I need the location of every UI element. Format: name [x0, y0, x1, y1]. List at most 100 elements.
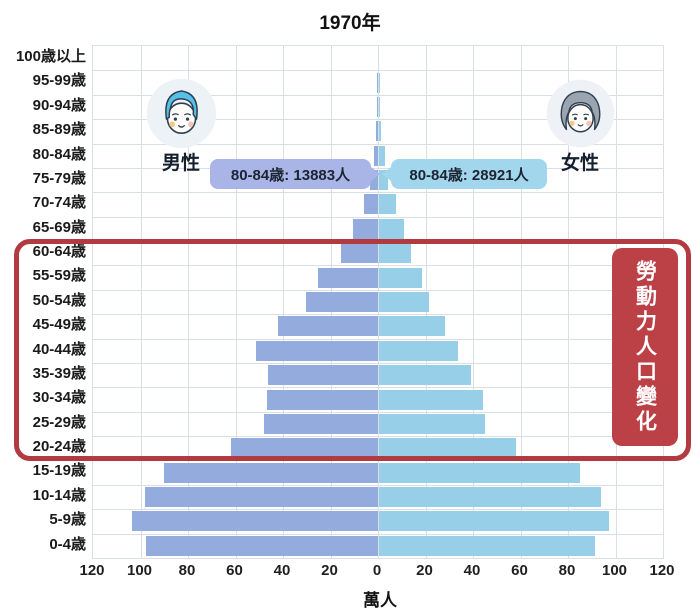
- female-bar-50-54歳[interactable]: [378, 292, 430, 312]
- x-axis-tick-1: 100: [126, 562, 153, 579]
- y-axis-label-60-64歳: 60-64歳: [32, 243, 86, 261]
- y-axis-label-95-99歳: 95-99歳: [32, 72, 86, 90]
- male-bar-10-14歳[interactable]: [144, 487, 378, 508]
- x-axis-tick-12: 120: [649, 562, 675, 579]
- horizontal-gridline: [93, 387, 663, 389]
- horizontal-gridline: [93, 484, 663, 486]
- x-axis-unit-label: 萬人: [363, 591, 397, 610]
- male-avatar-icon: [146, 78, 217, 149]
- horizontal-gridline: [93, 338, 663, 340]
- female-bar-5-9歳[interactable]: [378, 511, 609, 532]
- x-axis-tick-6: 0: [372, 562, 382, 579]
- y-axis-label-45-49歳: 45-49歳: [32, 316, 86, 334]
- y-axis-label-70-74歳: 70-74歳: [32, 194, 86, 212]
- female-bar-65-69歳[interactable]: [378, 218, 405, 239]
- male-tooltip: 80-84歳: 13883人: [210, 159, 380, 189]
- y-axis-label-5-9歳: 5-9歳: [49, 511, 86, 529]
- male-bar-30-34歳[interactable]: [267, 389, 378, 410]
- female-avatar-icon: [546, 79, 615, 148]
- y-axis-label-35-39歳: 35-39歳: [32, 364, 86, 382]
- x-axis-tick-7: 20: [416, 562, 433, 579]
- male-bar-60-64歳[interactable]: [340, 243, 378, 264]
- y-axis-label-75-79歳: 75-79歳: [32, 169, 86, 187]
- male-bar-40-44歳[interactable]: [256, 340, 378, 361]
- x-axis-tick-11: 100: [601, 562, 628, 579]
- y-axis-label-40-44歳: 40-44歳: [32, 340, 86, 358]
- male-tooltip-text: 80-84歳: 13883人: [230, 166, 351, 184]
- male-bar-15-19歳[interactable]: [163, 462, 378, 483]
- labor-force-annotation-label: 勞動力人口變化: [612, 248, 678, 446]
- horizontal-gridline: [93, 94, 663, 96]
- male-bar-50-54歳[interactable]: [306, 292, 378, 312]
- labor-force-highlight-box: [14, 239, 691, 461]
- x-axis-tick-4: 40: [273, 562, 291, 579]
- female-bar-10-14歳[interactable]: [378, 487, 601, 508]
- horizontal-gridline: [93, 119, 663, 121]
- y-axis-label-15-19歳: 15-19歳: [32, 462, 86, 480]
- x-axis-tick-5: 20: [321, 562, 338, 579]
- y-axis-label-65-69歳: 65-69歳: [32, 218, 86, 236]
- female-bar-55-59歳[interactable]: [378, 267, 423, 288]
- y-axis-label-100歳以上: 100歳以上: [15, 48, 86, 65]
- female-bar-85-89歳[interactable]: [378, 121, 382, 142]
- male-bar-85-89歳[interactable]: [376, 121, 378, 142]
- x-axis-tick-9: 60: [511, 562, 528, 579]
- y-axis-label-20-24歳: 20-24歳: [32, 438, 86, 456]
- y-axis-label-90-94歳: 90-94歳: [32, 96, 86, 114]
- female-bar-70-74歳[interactable]: [378, 194, 397, 215]
- horizontal-gridline: [93, 289, 663, 291]
- horizontal-gridline: [93, 362, 663, 364]
- vertical-gridline: [473, 46, 474, 558]
- female-tooltip: 80-84歳: 28921人: [382, 159, 547, 189]
- female-bar-35-39歳[interactable]: [378, 365, 472, 386]
- vertical-gridline: [568, 46, 569, 558]
- horizontal-gridline: [93, 314, 663, 316]
- x-axis-tick-2: 80: [178, 562, 196, 579]
- female-tooltip-text: 80-84歳: 28921人: [409, 166, 529, 184]
- chart-title: 1970年: [319, 13, 381, 34]
- x-axis-tick-3: 60: [226, 562, 243, 579]
- y-axis-label-25-29歳: 25-29歳: [32, 413, 86, 431]
- male-bar-55-59歳[interactable]: [318, 267, 378, 288]
- male-bar-70-74歳[interactable]: [363, 194, 378, 215]
- male-bar-65-69歳[interactable]: [352, 218, 378, 239]
- female-bar-45-49歳[interactable]: [378, 316, 445, 337]
- female-bar-0-4歳[interactable]: [378, 535, 595, 556]
- y-axis-label-55-59歳: 55-59歳: [32, 267, 86, 285]
- female-bar-80-84歳[interactable]: [378, 145, 386, 166]
- horizontal-gridline: [93, 143, 663, 145]
- male-legend-label: 男性: [161, 153, 200, 174]
- female-bar-60-64歳[interactable]: [378, 243, 412, 264]
- y-axis-label-30-34歳: 30-34歳: [32, 389, 86, 407]
- male-tooltip-arrow-icon: [371, 167, 380, 181]
- male-bar-5-9歳[interactable]: [131, 511, 378, 532]
- horizontal-gridline: [93, 436, 663, 438]
- male-bar-25-29歳[interactable]: [263, 413, 378, 434]
- y-axis-label-85-89歳: 85-89歳: [32, 121, 86, 139]
- horizontal-gridline: [93, 411, 663, 413]
- horizontal-gridline: [93, 533, 663, 535]
- y-axis-label-10-14歳: 10-14歳: [32, 486, 86, 504]
- female-bar-90-94歳[interactable]: [378, 96, 380, 117]
- horizontal-gridline: [93, 192, 663, 194]
- x-axis-tick-8: 40: [463, 562, 481, 579]
- female-tooltip-arrow-icon: [382, 167, 391, 181]
- vertical-gridline: [235, 46, 237, 558]
- male-bar-45-49歳[interactable]: [277, 316, 378, 337]
- horizontal-gridline: [93, 265, 663, 267]
- vertical-gridline: [140, 46, 142, 558]
- female-bar-25-29歳[interactable]: [378, 413, 486, 434]
- male-bar-20-24歳[interactable]: [231, 438, 378, 459]
- y-axis-label-80-84歳: 80-84歳: [32, 145, 86, 163]
- female-bar-20-24歳[interactable]: [378, 438, 517, 459]
- male-bar-0-4歳[interactable]: [145, 535, 378, 556]
- y-axis-label-50-54歳: 50-54歳: [32, 291, 86, 309]
- vertical-gridline: [283, 46, 284, 558]
- female-bar-40-44歳[interactable]: [378, 340, 459, 361]
- female-bar-30-34歳[interactable]: [378, 389, 483, 410]
- male-bar-80-84歳[interactable]: [374, 145, 378, 166]
- female-bar-15-19歳[interactable]: [378, 462, 581, 483]
- x-axis-tick-10: 80: [558, 562, 576, 579]
- horizontal-gridline: [93, 216, 663, 218]
- male-bar-35-39歳[interactable]: [268, 365, 378, 386]
